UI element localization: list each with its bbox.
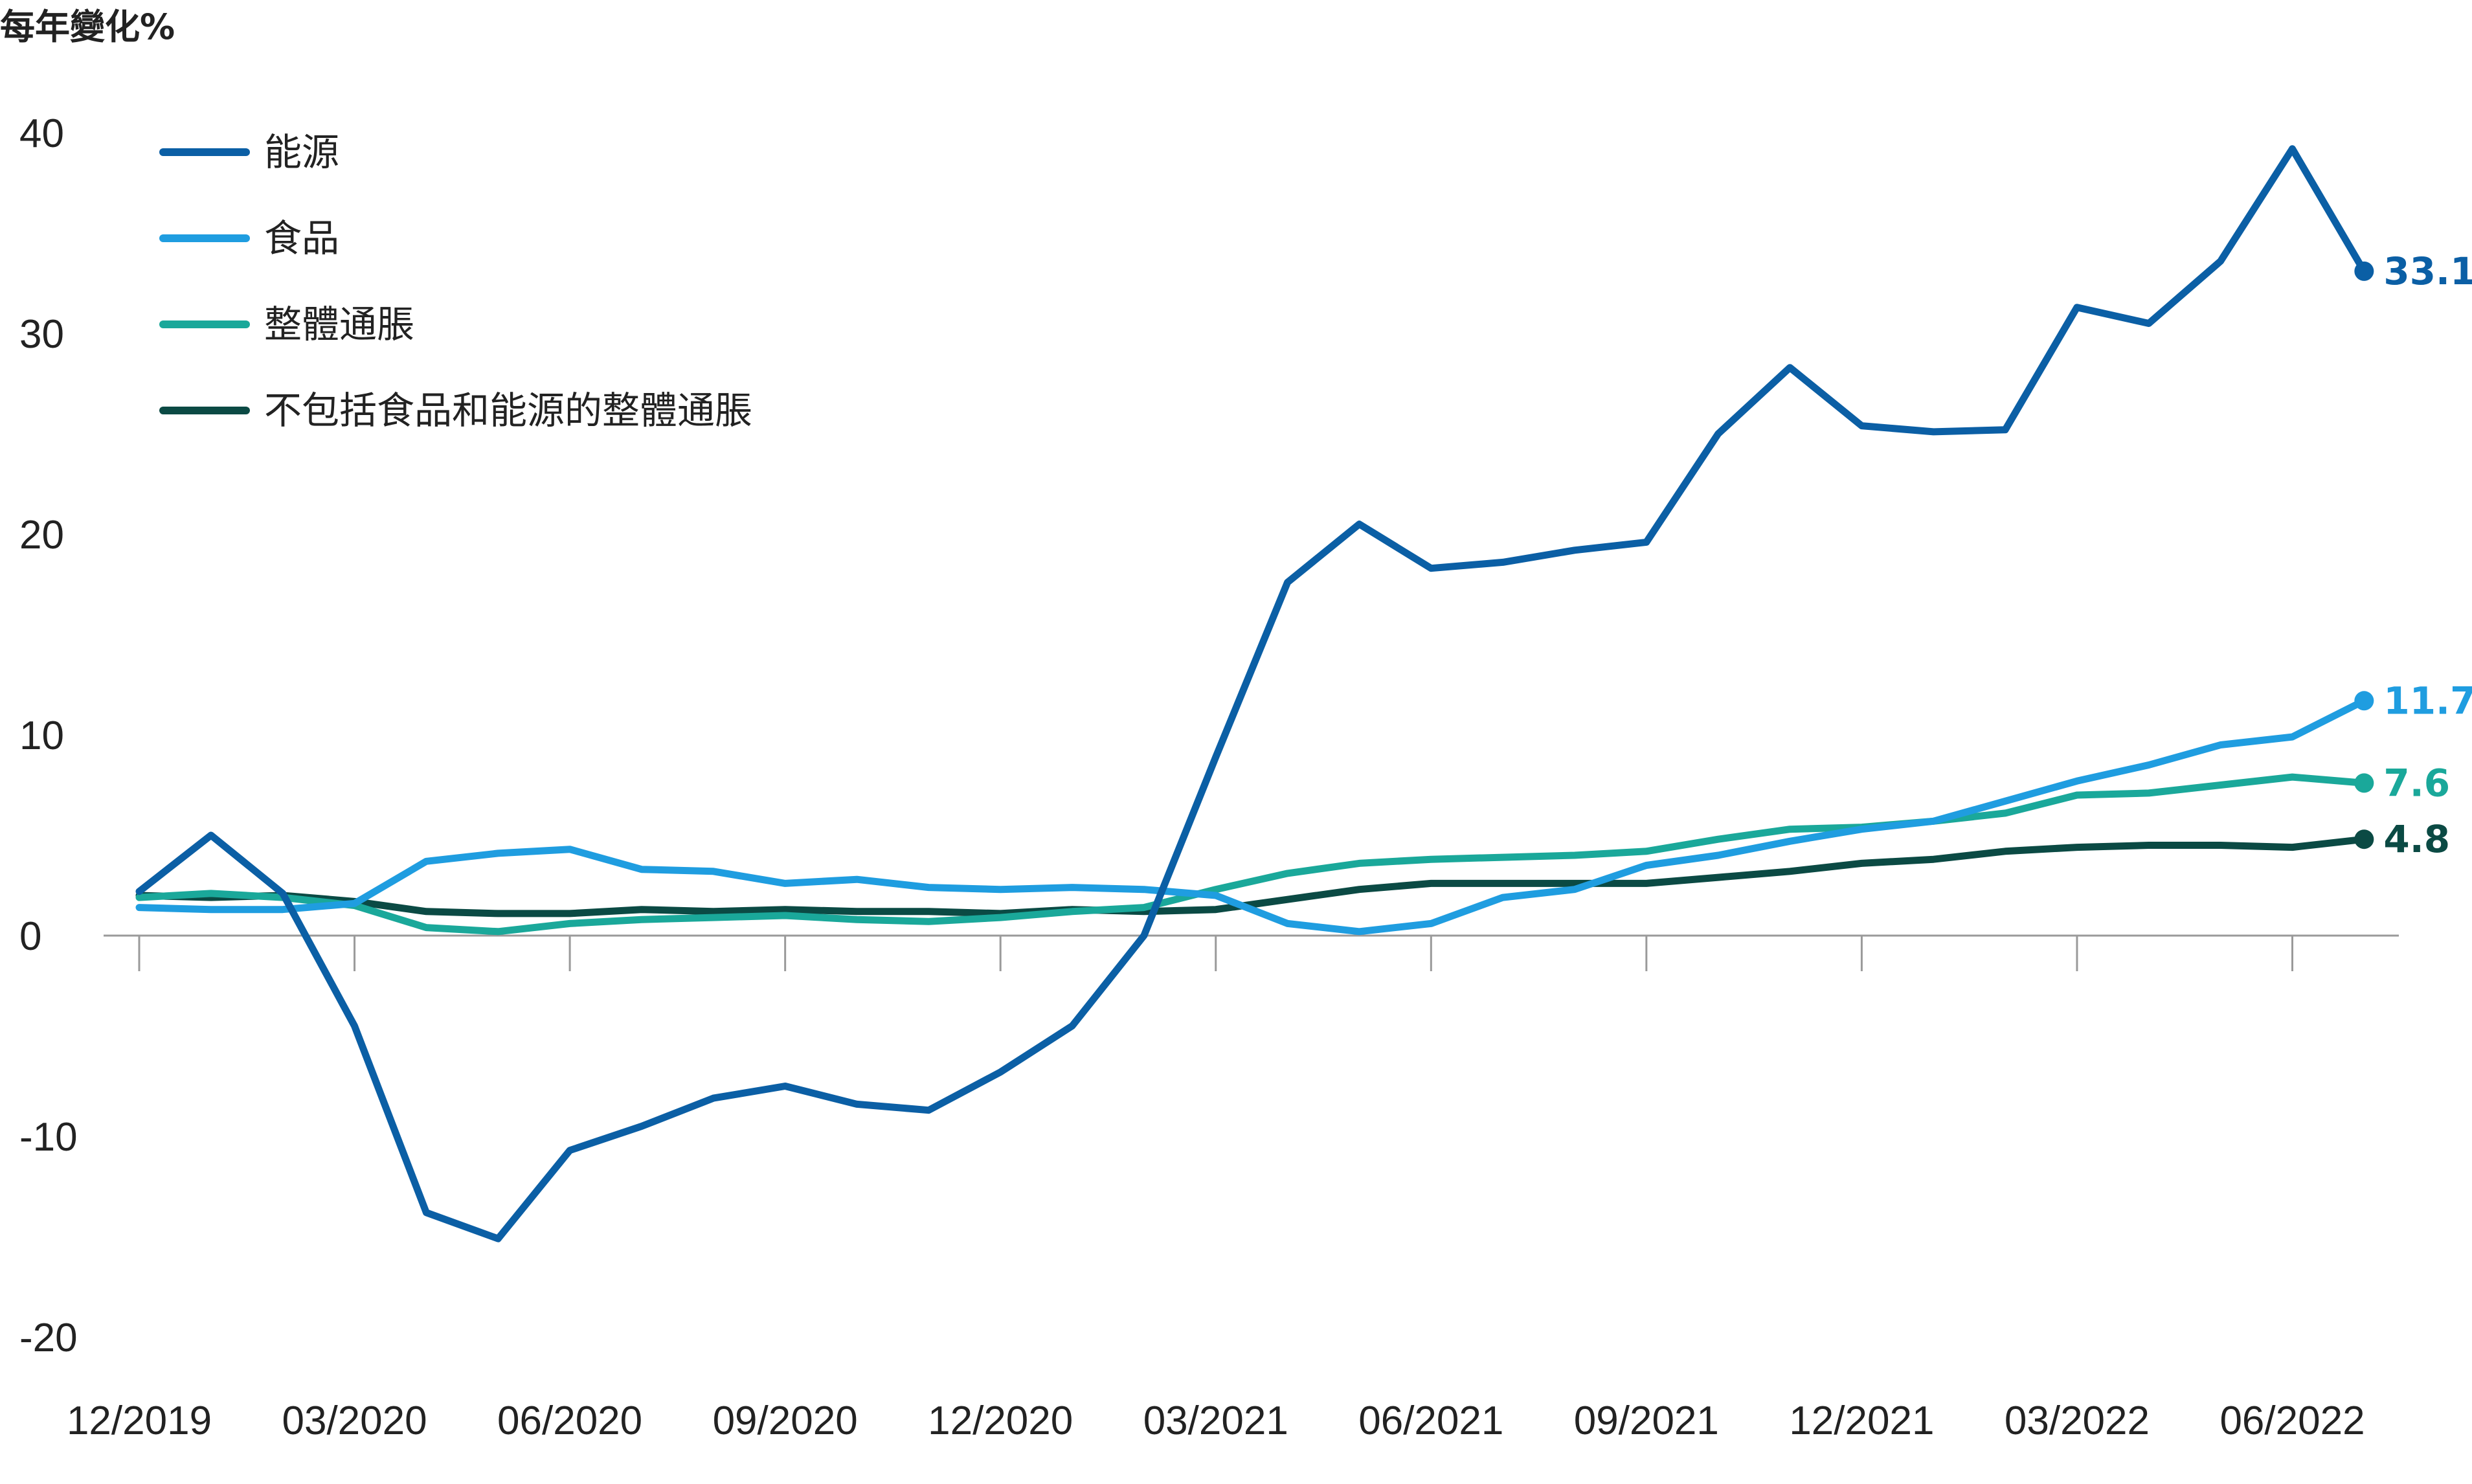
x-tick-label: 03/2021 bbox=[1143, 1399, 1288, 1443]
y-axis-title: 每年變化% bbox=[0, 6, 175, 47]
x-tick-label: 03/2020 bbox=[282, 1399, 427, 1443]
legend-label: 食品 bbox=[264, 216, 339, 260]
x-tick-label: 12/2021 bbox=[1789, 1399, 1934, 1443]
series-lines bbox=[135, 145, 2368, 1242]
series-end-dot bbox=[2354, 691, 2374, 711]
legend-label: 能源 bbox=[264, 130, 339, 174]
y-tick-label: -20 bbox=[19, 1316, 78, 1360]
series-end-dot bbox=[2354, 773, 2374, 793]
legend-label: 不包括食品和能源的整體通脹 bbox=[264, 388, 752, 433]
series-line bbox=[135, 145, 2368, 1242]
y-tick-label: 40 bbox=[19, 111, 64, 156]
y-tick-label: 30 bbox=[19, 312, 64, 357]
x-tick-label: 12/2019 bbox=[67, 1399, 212, 1443]
axes-group: 40 30 20 10 0 -10 -20 12/2019 03/2020 06/2020 09/2… bbox=[19, 111, 2399, 1443]
y-tick-label: -10 bbox=[19, 1115, 78, 1160]
x-tick-label: 06/2021 bbox=[1358, 1399, 1503, 1443]
x-tick-label: 12/2020 bbox=[928, 1399, 1073, 1443]
y-tick-label: 20 bbox=[19, 513, 64, 557]
series-line bbox=[135, 697, 2368, 936]
series-line bbox=[135, 773, 2368, 936]
series-end-dot bbox=[2354, 829, 2374, 849]
series-line bbox=[135, 835, 2368, 917]
series-end-label: 7.6 bbox=[2383, 761, 2450, 805]
series-end-dot bbox=[2354, 261, 2374, 281]
legend-label: 整體通脹 bbox=[264, 302, 414, 346]
x-tick-label: 09/2020 bbox=[713, 1399, 858, 1443]
y-tick-label: 10 bbox=[19, 714, 64, 758]
end-labels: 33.1 11.7 7.6 4.8 bbox=[2354, 249, 2472, 861]
series-end-label: 11.7 bbox=[2383, 679, 2472, 723]
x-tick-label: 06/2022 bbox=[2219, 1399, 2365, 1443]
y-tick-label: 0 bbox=[19, 914, 41, 959]
series-end-label: 33.1 bbox=[2383, 249, 2472, 293]
x-tick-label: 06/2020 bbox=[497, 1399, 642, 1443]
series-end-label: 4.8 bbox=[2383, 817, 2450, 861]
x-tick-label: 03/2022 bbox=[2005, 1399, 2150, 1443]
x-tick-label: 09/2021 bbox=[1574, 1399, 1719, 1443]
